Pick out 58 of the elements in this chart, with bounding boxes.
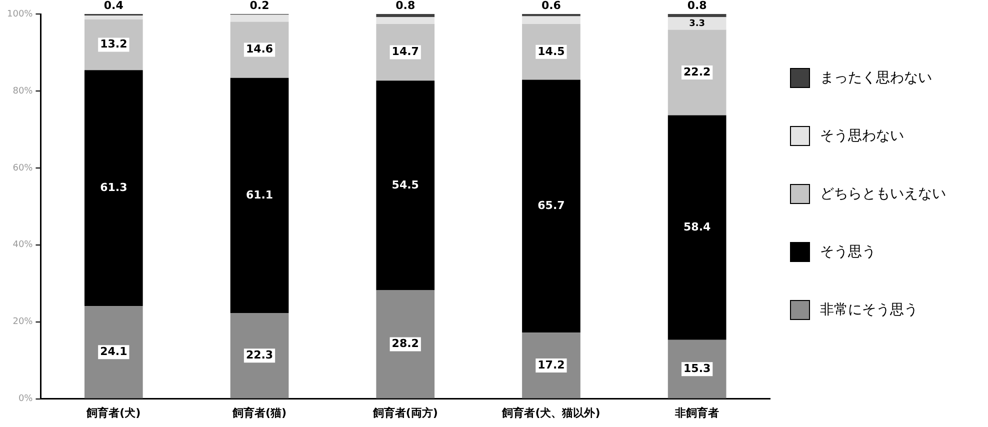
data-label: 22.2 [684,65,711,78]
bar [230,78,289,313]
legend-label: まったく思わない [820,69,932,87]
data-label: 28.2 [392,337,419,350]
y-tick-label: 80% [12,86,34,96]
bar [84,70,143,306]
bar [84,16,143,20]
bar [522,16,580,24]
data-label: 61.3 [100,180,128,194]
bar [230,14,289,22]
data-label: 54.5 [392,178,419,192]
data-label: 0.8 [396,0,416,12]
data-label: 14.5 [538,44,565,58]
bar [668,14,726,18]
legend-label: そう思わない [820,127,904,145]
bar [668,30,726,116]
bar [668,340,726,398]
bar [522,24,580,80]
bar [376,290,435,398]
bar [668,17,726,30]
bar [522,80,580,333]
y-tick-label: 100% [6,9,34,20]
legend-label: そう思う [820,243,876,261]
data-label: 17.2 [538,358,565,372]
y-tick-label: 0% [18,394,34,404]
y-tick-label: 40% [12,240,34,250]
bar [230,22,289,78]
x-tick-label: 飼育者(猫) [231,406,287,420]
bar [84,306,143,398]
data-label: 58.4 [684,220,711,234]
data-label: 15.3 [684,362,711,375]
data-label: 13.2 [100,38,128,51]
data-label: 0.8 [687,0,707,12]
y-tick-label: 60% [12,163,34,174]
x-tick-label: 飼育者(両方) [372,406,438,420]
x-tick-label: 飼育者(犬) [86,406,141,420]
data-label: 65.7 [538,199,565,212]
data-label: 0.6 [541,0,562,12]
data-label: 3.3 [689,18,706,29]
bar [522,332,580,398]
y-tick-label: 20% [12,317,34,328]
data-label: 0.2 [250,0,270,12]
data-label: 22.3 [246,348,274,362]
bar [376,17,435,24]
x-tick-label: 飼育者(犬、猫以外) [501,406,600,420]
bar [376,14,435,18]
bar [376,80,435,290]
data-label: 14.7 [392,45,419,58]
bar [230,312,289,398]
data-label: 0.4 [104,0,124,12]
x-tick-label: 非飼育者 [674,406,720,420]
bar [376,24,435,81]
data-label: 61.1 [246,188,274,202]
data-label: 14.6 [246,42,274,56]
bar [668,115,726,340]
legend-label: 非常にそう思う [820,301,918,319]
data-label: 24.1 [100,345,128,358]
legend-label: どちらともいえない [820,185,946,203]
